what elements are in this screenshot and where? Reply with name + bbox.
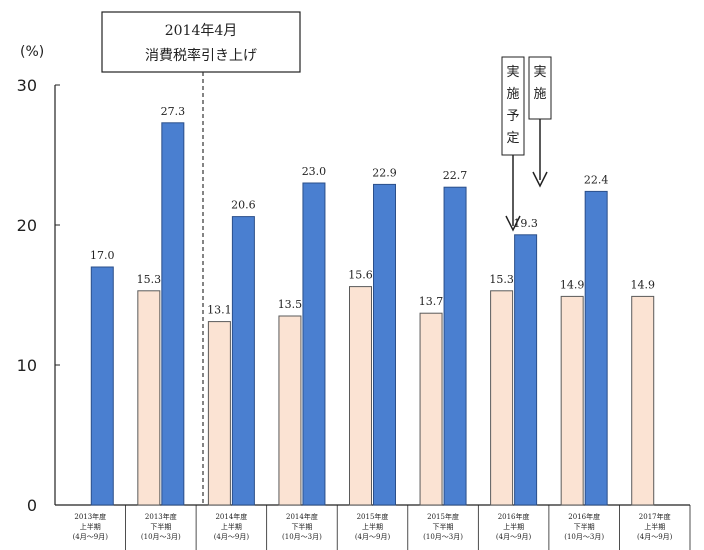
bar-series-1 [560,295,584,506]
value-label: 13.1 [207,304,232,317]
y-tick-label: 0 [27,496,37,515]
category-label: 下半期 [433,522,454,531]
bar-series-2 [443,186,467,506]
bar-series-1 [137,290,161,506]
category-label: 下半期 [150,522,171,531]
value-label: 22.9 [372,166,397,179]
category-label: (4月～9月) [355,533,391,541]
y-tick-label: 10 [17,356,37,375]
bar-series-1 [419,312,443,506]
value-label: 27.3 [161,105,186,118]
category-label: 上半期 [644,522,665,531]
value-label: 19.3 [513,217,538,230]
value-label: 13.7 [419,295,444,308]
bar-series-2 [302,182,326,506]
category-label: 2014年度 [215,512,247,521]
bar-series-1 [490,290,514,506]
bars [90,122,655,506]
category-label: 2016年度 [498,512,530,521]
category-label: 下半期 [574,522,595,531]
tax-increase-line2: 消費税率引き上げ [145,47,257,64]
value-label: 15.6 [348,269,373,282]
tax-increase-box [101,11,301,73]
bar-series-2 [90,266,114,506]
category-separators [125,505,691,550]
bar-series-2 [231,216,255,506]
planned-arrowhead [505,215,521,232]
category-label: (10月～3月) [564,533,604,541]
value-label: 14.9 [630,278,655,291]
tax-increase-line1: 2014年4月 [165,23,238,39]
bar-series-2 [373,183,396,506]
value-label: 14.9 [560,278,585,291]
value-label: 22.4 [584,173,609,186]
bar-series-1 [207,321,231,506]
bar-series-1 [631,295,655,506]
value-label: 15.3 [137,273,162,286]
value-label: 15.3 [489,273,514,286]
y-axis-unit: (%) [20,44,44,60]
category-label: 上半期 [503,522,524,531]
category-label: 上半期 [362,522,383,531]
category-label: 上半期 [80,522,101,531]
y-tick-label: 20 [17,216,37,235]
bar-series-2 [514,234,538,506]
category-label: 2015年度 [427,512,459,521]
implemented-arrowhead [532,171,548,188]
y-ticks: 0 10 20 30 [17,76,60,515]
category-labels: 2013年度上半期(4月～9月)2013年度下半期(10月～3月)2014年度上… [73,512,673,541]
category-label: (10月～3月) [141,533,181,541]
value-label: 22.7 [443,169,468,182]
category-label: 上半期 [221,522,242,531]
bar-series-2 [584,190,608,506]
category-label: 2013年度 [74,512,106,521]
bar-series-1 [349,286,372,506]
value-label: 23.0 [302,165,327,178]
category-label: (4月～9月) [214,533,250,541]
value-labels: 17.0 15.3 27.3 13.1 20.6 13.5 23.0 15.6 22.9 13.7… [90,105,655,317]
bar-series-2 [161,122,185,506]
category-label: (4月～9月) [73,533,109,541]
bar-series-1 [278,315,302,506]
implemented-callout-text: 実施 [533,64,546,102]
value-label: 13.5 [278,298,303,311]
planned-callout-text: 実施予定 [506,64,519,146]
value-label: 20.6 [231,199,256,212]
category-label: (4月～9月) [496,533,532,541]
value-label: 17.0 [90,249,115,262]
category-label: 2017年度 [639,512,671,521]
category-label: (4月～9月) [637,533,673,541]
category-label: (10月～3月) [423,533,463,541]
category-label: 2016年度 [568,512,600,521]
category-label: 2014年度 [286,512,318,521]
y-tick-label: 30 [17,76,37,95]
category-label: 2013年度 [145,512,177,521]
category-label: (10月～3月) [282,533,322,541]
category-label: 2015年度 [357,512,389,521]
category-label: 下半期 [291,522,312,531]
